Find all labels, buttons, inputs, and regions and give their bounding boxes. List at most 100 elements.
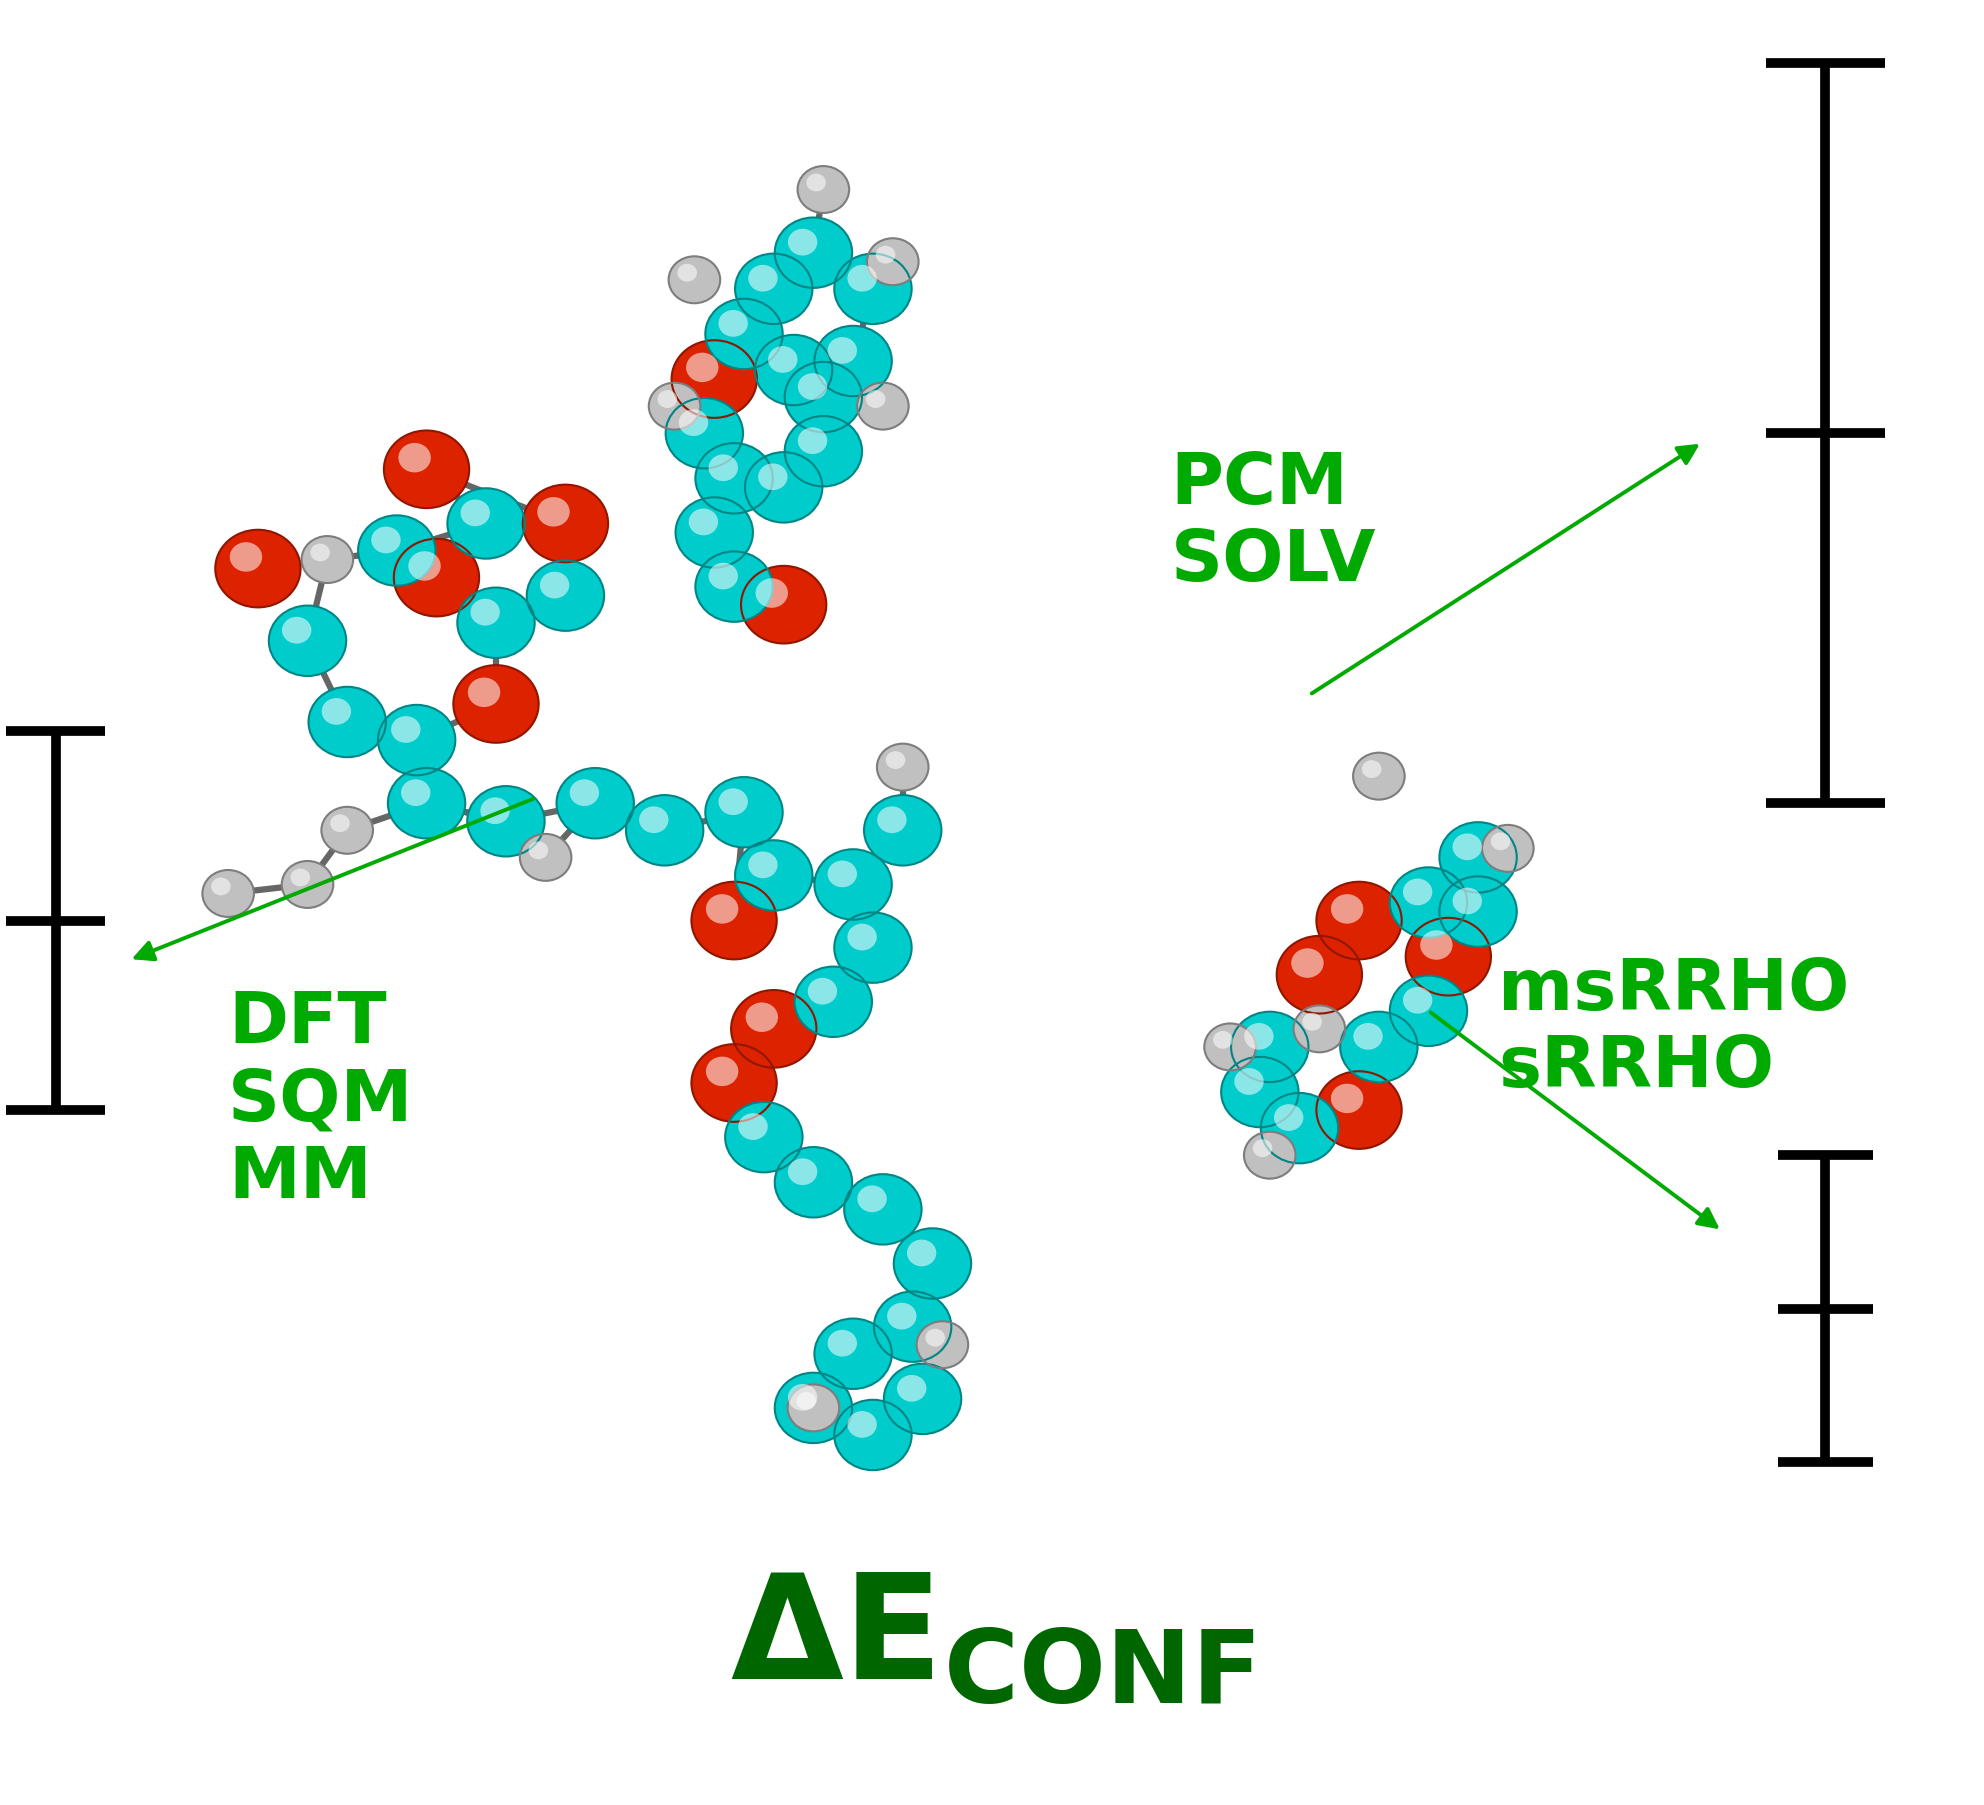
Circle shape <box>1262 1092 1337 1162</box>
Circle shape <box>385 430 468 507</box>
Circle shape <box>746 453 823 523</box>
Circle shape <box>677 264 696 282</box>
Circle shape <box>1389 866 1468 939</box>
Circle shape <box>268 605 345 675</box>
Circle shape <box>649 383 700 430</box>
Circle shape <box>786 415 861 486</box>
Circle shape <box>1244 1132 1296 1179</box>
Circle shape <box>774 1148 851 1218</box>
Circle shape <box>758 464 788 491</box>
Circle shape <box>788 1384 839 1431</box>
Circle shape <box>627 794 702 865</box>
Text: DFT
SQM
MM: DFT SQM MM <box>228 989 413 1213</box>
Circle shape <box>738 1114 768 1141</box>
Circle shape <box>833 253 913 323</box>
Circle shape <box>706 1056 738 1087</box>
Circle shape <box>556 767 633 838</box>
Circle shape <box>796 1392 815 1410</box>
Circle shape <box>321 807 373 854</box>
Circle shape <box>538 496 569 527</box>
Circle shape <box>1252 1139 1272 1157</box>
Circle shape <box>1403 879 1432 906</box>
Circle shape <box>310 686 385 758</box>
Circle shape <box>1317 883 1401 960</box>
Circle shape <box>1405 917 1492 996</box>
Circle shape <box>813 325 893 395</box>
Circle shape <box>456 587 534 657</box>
Circle shape <box>845 1173 921 1245</box>
Circle shape <box>748 852 778 879</box>
Circle shape <box>813 1318 893 1390</box>
Circle shape <box>1204 1023 1256 1070</box>
Circle shape <box>1294 1005 1345 1052</box>
Circle shape <box>401 780 431 807</box>
Circle shape <box>907 1240 936 1267</box>
Circle shape <box>1302 1013 1321 1031</box>
Circle shape <box>806 173 825 191</box>
Circle shape <box>734 839 813 910</box>
Circle shape <box>794 967 871 1036</box>
Circle shape <box>1339 1011 1417 1081</box>
Circle shape <box>742 567 825 643</box>
Circle shape <box>718 310 748 338</box>
Circle shape <box>1490 832 1510 850</box>
Circle shape <box>1403 987 1432 1014</box>
Circle shape <box>688 509 718 536</box>
Circle shape <box>377 704 454 774</box>
Circle shape <box>357 516 436 585</box>
Circle shape <box>639 807 669 834</box>
Circle shape <box>389 767 464 838</box>
Circle shape <box>893 1227 970 1300</box>
Text: $\mathbf{\Delta E_{CONF}}$: $\mathbf{\Delta E_{CONF}}$ <box>730 1569 1254 1709</box>
Circle shape <box>391 717 421 744</box>
Text: PCM
SOLV: PCM SOLV <box>1171 451 1377 596</box>
Circle shape <box>746 1002 778 1032</box>
Circle shape <box>1438 823 1516 892</box>
Circle shape <box>847 265 877 292</box>
Circle shape <box>290 868 310 886</box>
Circle shape <box>540 572 569 599</box>
Circle shape <box>1421 930 1452 960</box>
Circle shape <box>857 1186 887 1213</box>
Circle shape <box>827 861 857 888</box>
Circle shape <box>329 814 349 832</box>
Circle shape <box>1230 1011 1309 1081</box>
Circle shape <box>210 877 230 895</box>
Circle shape <box>692 883 776 960</box>
Circle shape <box>768 347 798 374</box>
Circle shape <box>1452 888 1482 915</box>
Circle shape <box>798 166 849 213</box>
Circle shape <box>1244 1023 1274 1051</box>
Circle shape <box>827 1330 857 1357</box>
Circle shape <box>671 339 756 417</box>
Circle shape <box>925 1328 944 1347</box>
Circle shape <box>756 578 788 608</box>
Circle shape <box>214 529 302 606</box>
Circle shape <box>520 834 571 881</box>
Circle shape <box>1331 1083 1363 1114</box>
Circle shape <box>917 1321 968 1368</box>
Circle shape <box>686 352 718 383</box>
Circle shape <box>788 229 817 256</box>
Circle shape <box>1220 1056 1298 1126</box>
Circle shape <box>774 217 851 287</box>
Circle shape <box>897 1375 927 1402</box>
Circle shape <box>282 617 311 644</box>
Circle shape <box>788 1159 817 1186</box>
Circle shape <box>798 428 827 455</box>
Circle shape <box>468 677 500 708</box>
Circle shape <box>873 1292 952 1361</box>
Circle shape <box>1278 935 1361 1013</box>
Circle shape <box>1389 975 1468 1045</box>
Circle shape <box>282 861 333 908</box>
Circle shape <box>675 496 754 567</box>
Circle shape <box>669 256 720 303</box>
Circle shape <box>569 780 599 807</box>
Circle shape <box>706 776 782 847</box>
Circle shape <box>718 789 748 816</box>
Circle shape <box>827 338 857 365</box>
Circle shape <box>1353 1023 1383 1051</box>
Circle shape <box>452 666 538 742</box>
Circle shape <box>1331 893 1363 924</box>
Circle shape <box>1274 1105 1303 1132</box>
